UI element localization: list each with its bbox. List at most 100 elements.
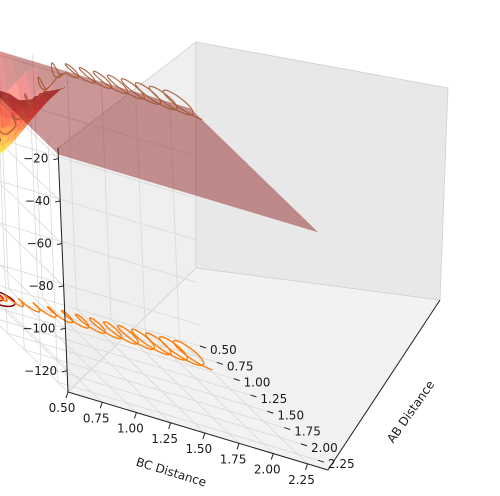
surface-patch [84,119,100,128]
surface-patch [204,148,220,157]
surface-patch [154,140,170,149]
surface-patch [183,188,199,197]
surface-patch [139,139,155,147]
surface-patch [158,171,174,180]
surface-patch [78,134,94,142]
surface-patch [229,172,244,181]
y-tick-label: 1.00 [244,376,271,390]
surface-patch [79,101,95,110]
surface-patch [68,150,84,159]
surface-patch [79,108,95,116]
surface-patch [115,95,130,104]
surface-patch [25,65,41,99]
surface-patch [263,199,279,208]
surface-patch [153,160,169,168]
surface-patch [204,135,220,144]
grid-lines [0,54,319,465]
surface-patch [73,155,89,164]
surface-patch [0,92,5,104]
surface-patch [0,51,7,100]
x-tick-label: 1.00 [117,422,144,436]
surface-patch [119,126,135,135]
surface-patch [79,95,95,103]
surface-patch [100,94,115,103]
y-axis-label: AB Distance [384,378,437,446]
surface-patch [144,150,159,159]
surface-patch [209,153,225,162]
surface-patch [15,99,30,106]
y-tick-label: 0.75 [227,359,254,373]
surface-patch [165,110,180,119]
surface-patch [2,128,17,146]
surface-patch [94,109,110,118]
surface-patch [49,92,65,101]
surface-patch [209,134,225,142]
surface-patch [23,121,39,129]
y-tick-label: 0.50 [210,343,237,357]
surface-patch [14,104,29,113]
grid-line-y-3 [0,319,251,396]
surface-patch [38,128,54,137]
surface-patch [258,188,274,196]
surface-patch [44,113,59,122]
surface-patch [21,104,36,129]
surface-patch [140,106,155,115]
surface-patch [188,180,204,189]
surface-patch [213,197,229,206]
surface-patch [12,117,27,139]
surface-patch [89,117,105,126]
surface-patch [74,103,90,112]
surface-patch [239,162,255,171]
x-tick-mark [270,453,274,460]
contour-level-9 [0,291,16,308]
surface-patch [159,145,175,153]
surface-patch [29,99,45,108]
surface-patch [164,130,180,139]
surface-patch [60,75,75,85]
surface-patch [40,82,56,100]
z-tick-mark [60,327,66,330]
surface-patch [159,151,174,160]
surface-patch [99,133,114,142]
surface-patch [204,168,219,177]
x-tick-label: 1.50 [185,442,212,456]
surface-patch [48,131,64,140]
surface-patch [64,106,80,115]
surface-patch [178,170,194,179]
surface-patch [128,168,144,177]
surface-patch [175,113,190,122]
surface-patch [194,139,210,148]
surface-patch [273,209,289,217]
surface-patch [175,107,191,115]
surface-patch [39,102,55,111]
surface-patch [268,204,284,213]
surface-patch [118,152,134,161]
surface-patch [58,141,74,150]
surface-patch [209,160,225,168]
surface-patch [193,178,209,187]
surface-patch [164,123,180,132]
surface-patch [179,151,195,159]
surface-patch [154,133,170,142]
surface-patch [29,96,45,101]
surface-patch [135,101,150,110]
surface-patch [99,101,115,109]
surface-patch [174,120,190,128]
surface-patch [109,123,125,132]
surface-patch [89,111,105,119]
surface-patch [223,200,239,209]
surface-patch [264,186,279,195]
surface-patch [0,103,11,120]
surface-patch [214,171,229,180]
surface-patch [199,150,215,159]
surface-patch [208,179,224,188]
surface-patch [163,182,179,191]
surface-patch [0,94,10,101]
surface-patch [223,194,239,202]
surface-patch [125,98,140,107]
surface-patch [134,127,150,136]
surface-patch [213,178,229,186]
surface-patch [164,143,180,152]
surface-patch [124,144,139,153]
surface-patch [183,169,199,177]
